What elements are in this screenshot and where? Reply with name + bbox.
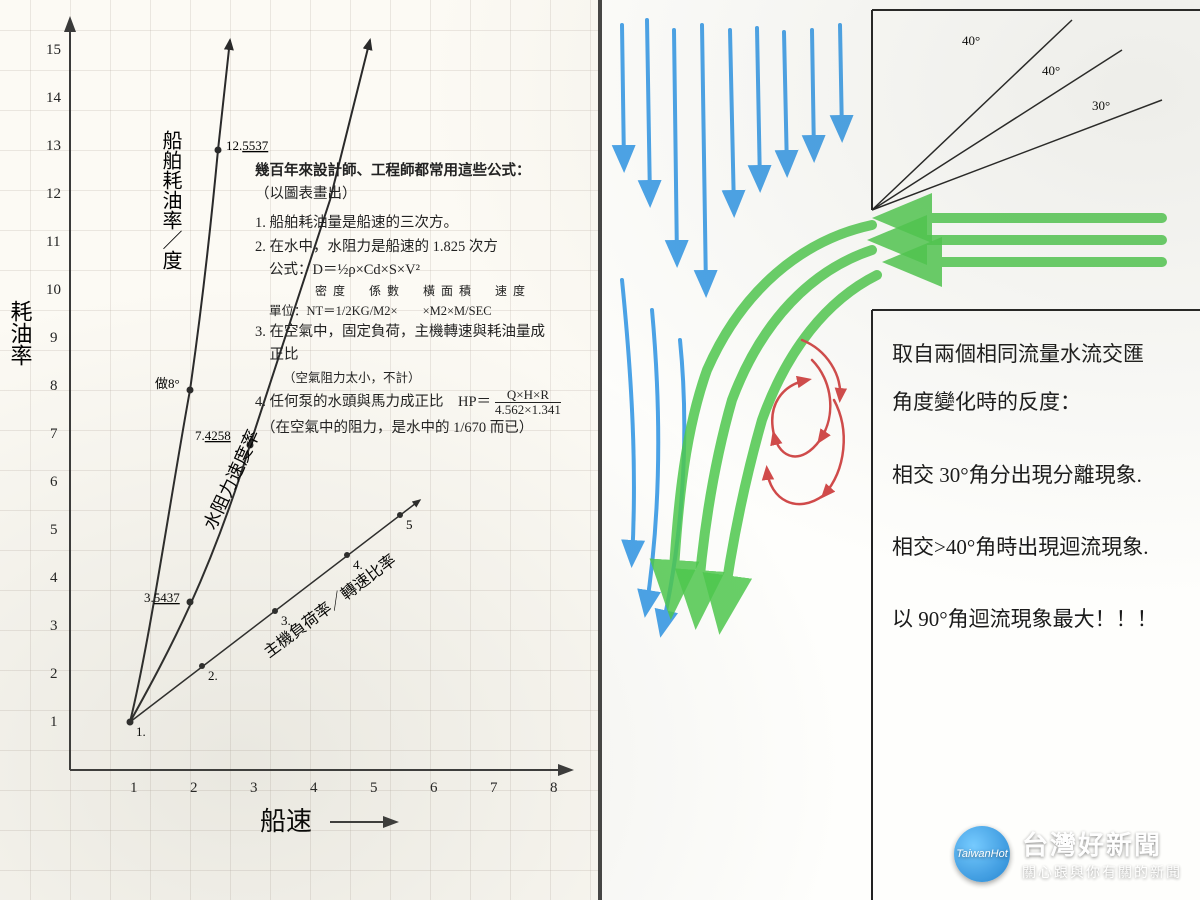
svg-text:3: 3 bbox=[50, 618, 58, 634]
svg-text:8: 8 bbox=[50, 378, 58, 394]
svg-text:10: 10 bbox=[46, 282, 61, 298]
intro-line1: 幾百年來設計師、工程師都常用這些公式： bbox=[255, 160, 590, 183]
frac-den: 4.562×1.341 bbox=[495, 402, 561, 417]
watermark: TaiwanHot 台灣好新聞 關心跟與你有關的新聞 bbox=[954, 825, 1182, 882]
y-ticks: 1 2 3 4 5 6 7 8 9 10 11 12 13 14 15 bbox=[46, 42, 62, 730]
watermark-subtitle: 關心跟與你有關的新聞 bbox=[1022, 862, 1182, 882]
angle-label-2: 40° bbox=[1042, 63, 1060, 78]
svg-text:2: 2 bbox=[50, 666, 58, 682]
svg-text:6: 6 bbox=[430, 780, 438, 796]
note-line-3: 相交 30°角分出現分離現象. bbox=[892, 451, 1192, 499]
watermark-logo-icon: TaiwanHot bbox=[954, 826, 1010, 882]
y-axis-inner-label: 船舶耗油率／度 bbox=[159, 130, 182, 270]
svg-text:1: 1 bbox=[50, 714, 58, 730]
note-3: （空氣阻力太小，不計） bbox=[255, 368, 590, 388]
frac-num: Q×H×R bbox=[507, 388, 549, 402]
left-graph-panel: 1 2 3 4 5 6 7 8 1 2 3 4 5 6 7 8 9 10 11 … bbox=[0, 0, 598, 900]
svg-text:2.: 2. bbox=[208, 668, 218, 683]
right-flow-panel: 40° 40° 30° bbox=[602, 0, 1200, 900]
svg-text:9: 9 bbox=[50, 330, 58, 346]
note-line-4: 相交>40°角時出現迴流現象. bbox=[892, 523, 1192, 571]
svg-text:3.: 3. bbox=[281, 613, 291, 628]
svg-text:15: 15 bbox=[46, 42, 61, 58]
point-label-7-43: 7.4258 bbox=[195, 428, 231, 443]
svg-text:13: 13 bbox=[46, 138, 61, 154]
intro-line2: （以圖表畫出） bbox=[255, 183, 590, 206]
formula-2b: 密度 係數 橫面積 速度 bbox=[255, 282, 590, 301]
svg-text:7: 7 bbox=[490, 780, 498, 796]
svg-text:4: 4 bbox=[50, 570, 58, 586]
svg-text:2: 2 bbox=[190, 780, 198, 796]
y-axis-left-label: 耗油率 bbox=[8, 300, 33, 366]
svg-text:1: 1 bbox=[130, 780, 138, 796]
angle-label-1: 40° bbox=[962, 33, 980, 48]
note-line-5: 以 90°角迴流現象最大！！！ bbox=[892, 595, 1192, 643]
svg-text:4: 4 bbox=[310, 780, 318, 796]
linear-ticks: 1. 2. 3. 4. 5 bbox=[127, 512, 413, 739]
chart-svg: 1 2 3 4 5 6 7 8 1 2 3 4 5 6 7 8 9 10 11 … bbox=[0, 0, 598, 900]
svg-text:12: 12 bbox=[46, 186, 61, 202]
x-ticks: 1 2 3 4 5 6 7 8 bbox=[130, 780, 558, 796]
note-line-1: 取自兩個相同流量水流交匯 bbox=[892, 330, 1192, 378]
rule-4: 4. 任何泵的水頭與馬力成正比 HP＝ Q×H×R 4.562×1.341 bbox=[255, 388, 590, 418]
rule-1: 1. 船舶耗油量是船速的三次方。 bbox=[255, 212, 590, 235]
svg-text:11: 11 bbox=[46, 234, 60, 250]
svg-text:5: 5 bbox=[370, 780, 378, 796]
flow-notes: 取自兩個相同流量水流交匯 角度變化時的反度： 相交 30°角分出現分離現象. 相… bbox=[892, 330, 1192, 643]
svg-text:8: 8 bbox=[550, 780, 558, 796]
note-line-2: 角度變化時的反度： bbox=[892, 378, 1192, 426]
svg-text:6: 6 bbox=[50, 474, 58, 490]
svg-text:14: 14 bbox=[46, 90, 62, 106]
formula-2a: 公式：D＝½ρ×Cd×S×V² bbox=[255, 259, 590, 282]
point-label-3-54: 3.5437 bbox=[144, 590, 180, 605]
x-axis-label: 船速 bbox=[260, 807, 312, 836]
svg-text:3: 3 bbox=[250, 780, 258, 796]
rule-2: 2. 在水中，水阻力是船速的 1.825 次方 bbox=[255, 236, 590, 259]
point-label-8: 做8° bbox=[155, 376, 180, 391]
svg-text:7: 7 bbox=[50, 426, 58, 442]
svg-text:5: 5 bbox=[406, 517, 413, 532]
formula-2c: 單位：NT＝1/2KG/M2× ×M2×M/SEC bbox=[255, 301, 590, 321]
svg-text:1.: 1. bbox=[136, 724, 146, 739]
svg-text:5: 5 bbox=[50, 522, 58, 538]
red-vortex bbox=[767, 340, 844, 504]
svg-text:4.: 4. bbox=[353, 557, 363, 572]
angle-rays: 40° 40° 30° bbox=[872, 20, 1162, 210]
watermark-title: 台灣好新聞 bbox=[1022, 825, 1182, 862]
point-label-12-55: 12.5537 bbox=[226, 138, 269, 153]
angle-label-3: 30° bbox=[1092, 98, 1110, 113]
formula-text-block: 幾百年來設計師、工程師都常用這些公式： （以圖表畫出） 1. 船舶耗油量是船速的… bbox=[255, 160, 590, 440]
rule-3: 3. 在空氣中，固定負荷，主機轉速與耗油量成 正比 bbox=[255, 321, 590, 367]
note-4: （在空氣中的阻力，是水中的 1/670 而已） bbox=[255, 417, 590, 440]
